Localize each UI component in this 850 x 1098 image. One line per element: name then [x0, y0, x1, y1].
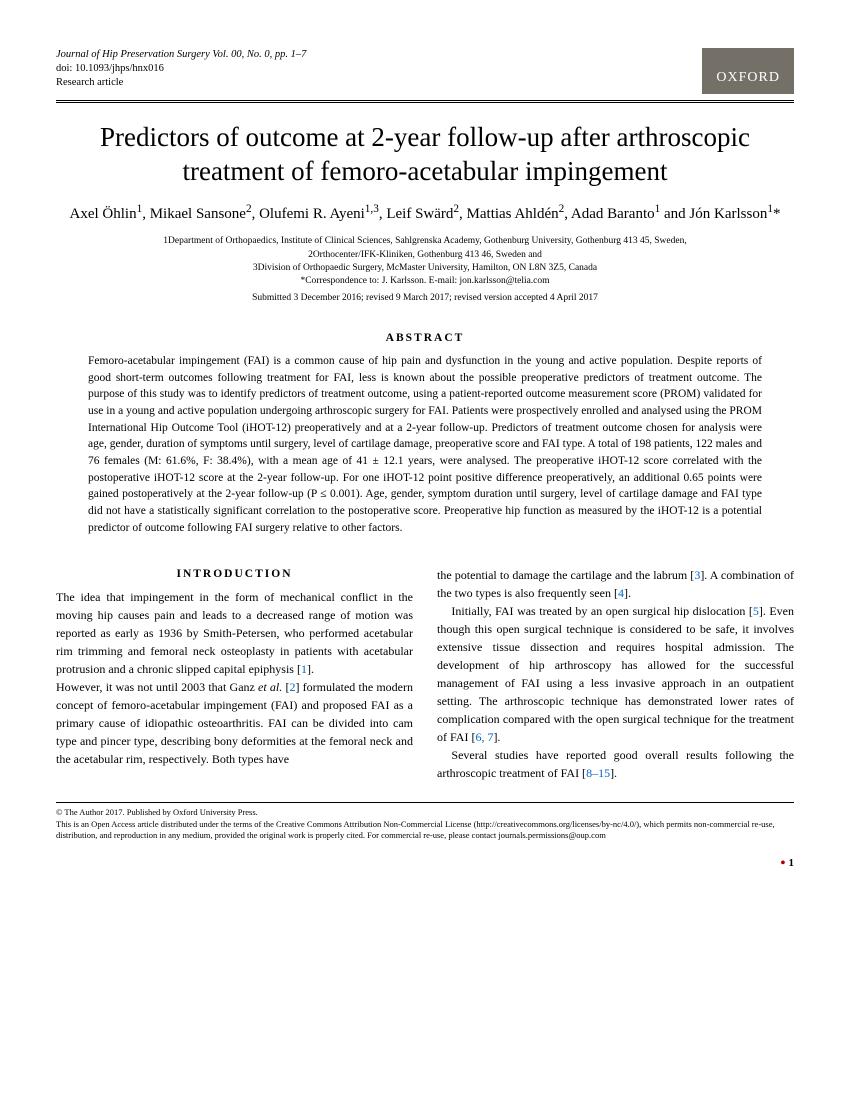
license-line: This is an Open Access article distribut…: [56, 819, 794, 842]
affiliation-3: 3Division of Orthopaedic Surgery, McMast…: [56, 262, 794, 275]
etal-italic: et al.: [258, 680, 282, 694]
doi-line: doi: 10.1093/jhps/hnx016: [56, 62, 306, 76]
ref-6-7[interactable]: 6, 7: [475, 730, 493, 744]
publisher-badge: OXFORD: [702, 48, 794, 94]
correspondence: *Correspondence to: J. Karlsson. E-mail:…: [56, 275, 794, 288]
affiliation-1: 1Department of Orthopaedics, Institute o…: [56, 235, 794, 248]
article-type: Research article: [56, 76, 306, 90]
rule-thin: [56, 100, 794, 101]
col2-p1c: ].: [624, 586, 631, 600]
intro-p2a: However, it was not until 2003 that Ganz: [56, 680, 258, 694]
journal-meta: Journal of Hip Preservation Surgery Vol.…: [56, 48, 306, 91]
copyright-line: © The Author 2017. Published by Oxford U…: [56, 807, 794, 818]
ref-8-15[interactable]: 8–15: [586, 766, 610, 780]
affiliation-2: 2Orthocenter/IFK-Kliniken, Gothenburg 41…: [56, 249, 794, 262]
intro-heading: INTRODUCTION: [56, 566, 413, 583]
journal-line: Journal of Hip Preservation Surgery Vol.…: [56, 48, 306, 62]
column-left: INTRODUCTION The idea that impingement i…: [56, 566, 413, 782]
abstract-body: Femoro-acetabular impingement (FAI) is a…: [88, 353, 762, 536]
page-num-value: 1: [789, 857, 795, 869]
col2-para3: Several studies have reported good overa…: [437, 746, 794, 782]
col2-para2: Initially, FAI was treated by an open su…: [437, 602, 794, 746]
page-dot-icon: •: [780, 855, 786, 872]
col2-p3b: ].: [610, 766, 617, 780]
rule-thick: [56, 102, 794, 103]
authors: Axel Öhlin1, Mikael Sansone2, Olufemi R.…: [56, 201, 794, 226]
footer-rule: [56, 802, 794, 803]
footer: © The Author 2017. Published by Oxford U…: [56, 807, 794, 841]
page-number: • 1: [56, 852, 794, 875]
col2-p2c: ].: [493, 730, 500, 744]
col2-p1a: the potential to damage the cartilage an…: [437, 568, 694, 582]
intro-p1a: The idea that impingement in the form of…: [56, 590, 413, 676]
col2-p2a: Initially, FAI was treated by an open su…: [451, 604, 752, 618]
article-title: Predictors of outcome at 2-year follow-u…: [76, 121, 774, 189]
column-right: the potential to damage the cartilage an…: [437, 566, 794, 782]
affiliations: 1Department of Orthopaedics, Institute o…: [56, 235, 794, 288]
abstract-heading: ABSTRACT: [56, 330, 794, 347]
header-row: Journal of Hip Preservation Surgery Vol.…: [56, 48, 794, 94]
intro-p1b: ].: [307, 662, 314, 676]
submitted-dates: Submitted 3 December 2016; revised 9 Mar…: [56, 292, 794, 306]
body-columns: INTRODUCTION The idea that impingement i…: [56, 566, 794, 782]
col2-p2b: ]. Even though this open surgical techni…: [437, 604, 794, 744]
